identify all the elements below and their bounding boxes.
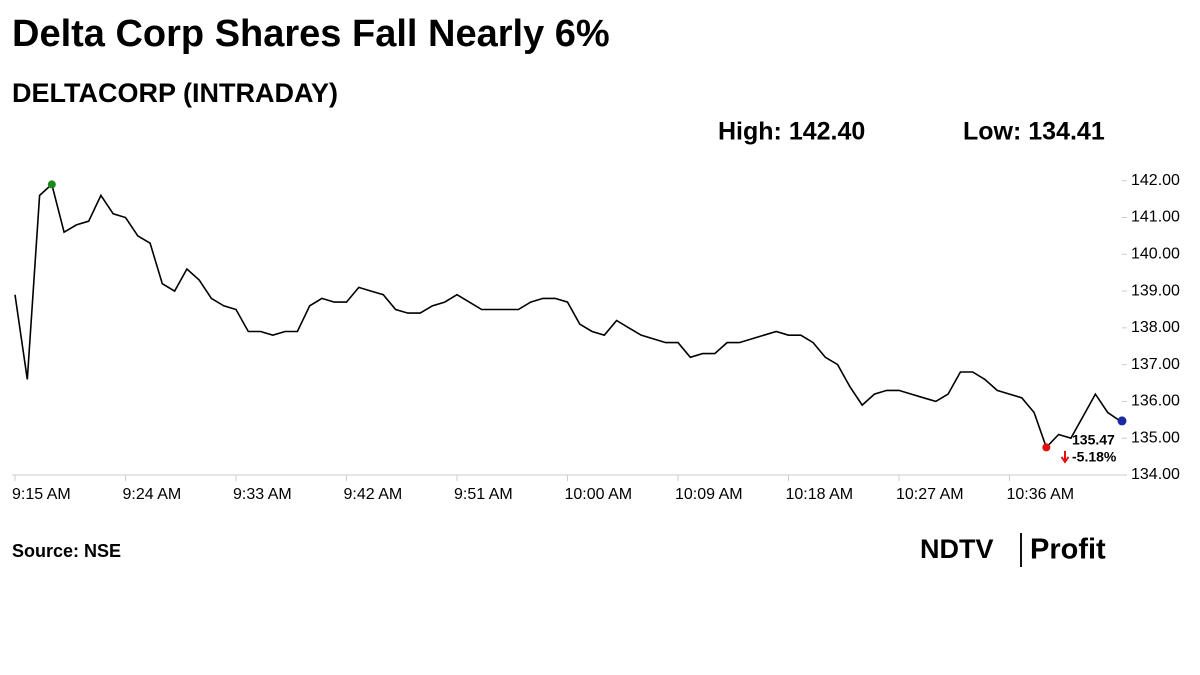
last-marker [1117, 416, 1127, 426]
x-tick-label: 9:51 AM [454, 486, 513, 503]
x-tick-label: 10:09 AM [675, 486, 743, 503]
high-marker [47, 180, 56, 189]
last-value-label: 135.47 [1072, 432, 1115, 448]
low-label: Low: 134.41 [963, 118, 1105, 146]
source: Source: NSE [12, 541, 121, 561]
x-tick-label: 9:15 AM [12, 486, 71, 503]
y-tick-label: 137.00 [1131, 356, 1180, 373]
y-tick-label: 135.00 [1131, 429, 1180, 446]
x-tick-label: 10:36 AM [1007, 486, 1075, 503]
low-marker [1042, 443, 1051, 452]
x-tick-label: 9:24 AM [123, 486, 182, 503]
y-tick-label: 134.00 [1131, 466, 1180, 483]
high-label: High: 142.40 [718, 118, 865, 146]
x-tick-label: 9:33 AM [233, 486, 292, 503]
y-tick-label: 136.00 [1131, 393, 1180, 410]
y-tick-label: 142.00 [1131, 172, 1180, 189]
x-tick-label: 10:18 AM [786, 486, 854, 503]
brand-left: NDTV [920, 534, 994, 564]
y-tick-label: 139.00 [1131, 282, 1180, 299]
y-tick-label: 140.00 [1131, 246, 1180, 263]
x-tick-label: 10:00 AM [565, 486, 633, 503]
price-line [14, 182, 1121, 449]
x-tick-label: 9:42 AM [344, 486, 403, 503]
chart-title: Delta Corp Shares Fall Nearly 6% [12, 13, 610, 55]
change-label: -5.18% [1072, 449, 1117, 465]
x-tick-label: 10:27 AM [896, 486, 964, 503]
y-tick-label: 141.00 [1131, 209, 1180, 226]
brand-right: Profit [1030, 534, 1106, 566]
y-tick-label: 138.00 [1131, 319, 1180, 336]
chart-subtitle: DELTACORP (INTRADAY) [12, 78, 338, 108]
down-arrow [1060, 450, 1070, 464]
